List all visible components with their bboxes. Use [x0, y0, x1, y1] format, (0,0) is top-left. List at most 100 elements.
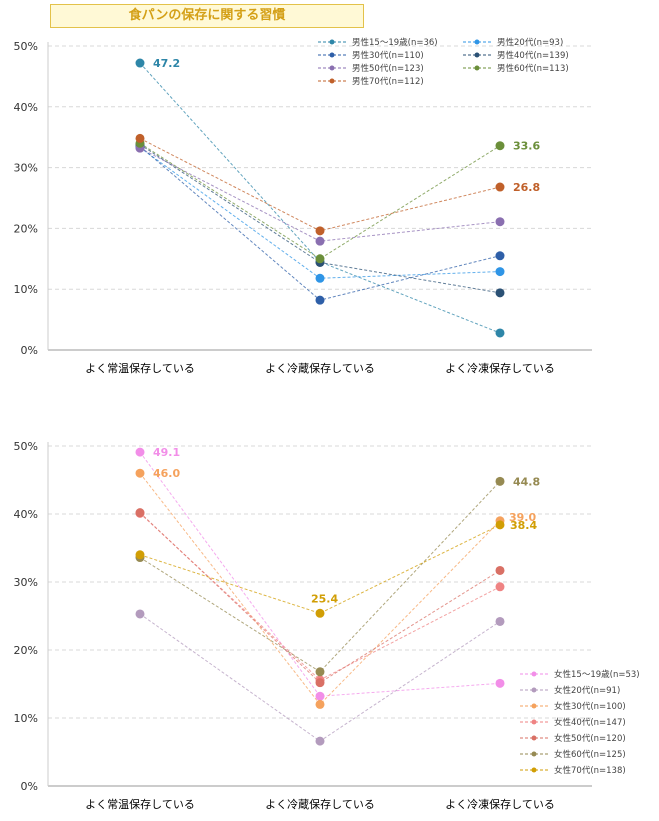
- y-tick-label: 40%: [14, 508, 38, 521]
- legend-marker: [531, 719, 537, 725]
- data-label: 44.8: [513, 475, 540, 488]
- legend-label: 女性20代(n=91): [554, 685, 620, 696]
- legend-label: 男性70代(n=112): [352, 76, 424, 87]
- y-tick-label: 30%: [14, 576, 38, 589]
- data-point: [315, 678, 325, 688]
- data-label: 39.0: [509, 511, 536, 524]
- y-tick-label: 30%: [14, 162, 38, 175]
- legend-marker: [329, 52, 335, 58]
- data-point: [315, 691, 325, 701]
- data-point: [135, 447, 145, 457]
- chart-female: 0% 10% 20% 30% 40% 50% よく常温保存している よく冷蔵保存している よく冷…: [14, 440, 640, 811]
- data-label: 26.8: [513, 181, 540, 194]
- data-point: [135, 609, 145, 619]
- data-label: 25.4: [311, 592, 338, 605]
- series-line: [139, 481, 501, 673]
- legend: 男性15～19歳(n=36) 男性30代(n=110) 男性50代(n=123) 男性…: [318, 37, 569, 87]
- legend-label: 男性20代(n=93): [497, 37, 563, 48]
- legend-label: 女性50代(n=120): [554, 733, 626, 744]
- data-label: 46.0: [153, 467, 180, 480]
- x-category-label: よく常温保存している: [85, 361, 195, 375]
- chart-male: 0% 10% 20% 30% 40% 50% よく常温保存している よく冷蔵保存している よく冷…: [14, 37, 592, 375]
- legend-marker: [474, 39, 480, 45]
- series-line: [139, 62, 501, 334]
- data-point: [495, 678, 505, 688]
- legend-marker: [474, 65, 480, 71]
- legend-label: 男性30代(n=110): [352, 50, 424, 61]
- data-point: [495, 565, 505, 575]
- series-line: [139, 144, 501, 294]
- legend-marker: [531, 671, 537, 677]
- legend-marker: [531, 687, 537, 693]
- legend-label: 女性15～19歳(n=53): [554, 669, 640, 680]
- legend-label: 男性40代(n=139): [497, 50, 569, 61]
- legend-label: 男性15～19歳(n=36): [352, 37, 438, 48]
- data-point: [135, 58, 145, 68]
- legend-label: 女性70代(n=138): [554, 765, 626, 776]
- x-category-label: よく冷凍保存している: [445, 797, 555, 811]
- y-tick-label: 50%: [14, 440, 38, 453]
- data-point: [135, 550, 145, 560]
- x-category-label: よく冷凍保存している: [445, 361, 555, 375]
- data-point: [135, 508, 145, 518]
- x-category-label: よく常温保存している: [85, 797, 195, 811]
- y-tick-label: 10%: [14, 283, 38, 296]
- data-point: [315, 226, 325, 236]
- data-point: [315, 273, 325, 283]
- legend-marker: [329, 78, 335, 84]
- series-line: [139, 524, 501, 614]
- data-point: [315, 699, 325, 709]
- legend-label: 女性60代(n=125): [554, 749, 626, 760]
- legend: 女性15～19歳(n=53) 女性20代(n=91) 女性30代(n=100) 女性4…: [520, 669, 640, 776]
- data-point: [495, 217, 505, 227]
- data-point: [495, 251, 505, 261]
- data-point: [495, 582, 505, 592]
- legend-marker: [531, 735, 537, 741]
- data-point: [495, 476, 505, 486]
- data-label: 33.6: [513, 140, 540, 153]
- data-point: [495, 616, 505, 626]
- legend-marker: [531, 767, 537, 773]
- y-tick-label: 0%: [21, 780, 38, 793]
- y-tick-label: 10%: [14, 712, 38, 725]
- y-tick-label: 40%: [14, 101, 38, 114]
- legend-marker: [531, 751, 537, 757]
- x-category-label: よく冷蔵保存している: [265, 797, 375, 811]
- data-point: [315, 736, 325, 746]
- data-point: [495, 520, 505, 530]
- legend-marker: [329, 65, 335, 71]
- y-tick-label: 50%: [14, 40, 38, 53]
- data-point: [315, 254, 325, 264]
- data-point: [315, 608, 325, 618]
- data-point: [135, 468, 145, 478]
- x-category-label: よく冷蔵保存している: [265, 361, 375, 375]
- series-line: [139, 142, 501, 260]
- data-point: [315, 236, 325, 246]
- y-tick-label: 20%: [14, 222, 38, 235]
- series-line: [139, 451, 501, 697]
- series-line: [139, 472, 501, 706]
- legend-marker: [531, 703, 537, 709]
- chart-title: 食パンの保存に関する習慣: [50, 4, 364, 28]
- data-label: 38.4: [510, 519, 537, 532]
- legend-marker: [329, 39, 335, 45]
- data-point: [135, 133, 145, 143]
- y-tick-label: 0%: [21, 344, 38, 357]
- series-line: [139, 137, 501, 232]
- data-label: 49.1: [153, 446, 180, 459]
- data-point: [495, 328, 505, 338]
- legend-label: 男性60代(n=113): [497, 63, 569, 74]
- data-point: [495, 141, 505, 151]
- legend-label: 男性50代(n=123): [352, 63, 424, 74]
- data-point: [315, 295, 325, 305]
- legend-label: 女性40代(n=147): [554, 717, 626, 728]
- y-tick-label: 20%: [14, 644, 38, 657]
- data-point: [495, 182, 505, 192]
- legend-label: 女性30代(n=100): [554, 701, 626, 712]
- legend-marker: [474, 52, 480, 58]
- data-point: [495, 267, 505, 277]
- data-point: [315, 667, 325, 677]
- data-point: [495, 288, 505, 298]
- data-label: 47.2: [153, 57, 180, 70]
